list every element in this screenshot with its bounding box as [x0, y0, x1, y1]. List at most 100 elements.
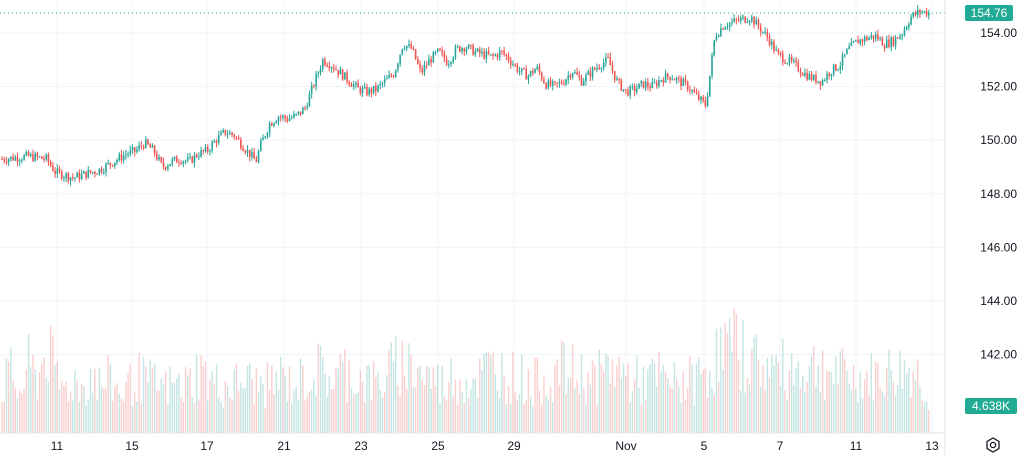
volume-bar [472, 378, 474, 433]
candle-body [494, 54, 497, 56]
volume-bar [607, 355, 609, 433]
candle-body [689, 89, 691, 91]
volume-bar [771, 354, 773, 433]
volume-bar [204, 361, 207, 433]
volume-bar [299, 358, 302, 433]
candle-body [91, 171, 94, 173]
candle-body [352, 84, 355, 87]
volume-bar [877, 363, 879, 433]
candle-body [516, 64, 519, 72]
volume-bar [748, 384, 751, 433]
candle-body [837, 69, 839, 71]
last-price-value: 154.76 [971, 6, 1008, 20]
candle-body [633, 86, 636, 92]
candle-body [664, 73, 667, 83]
candle-body [709, 75, 711, 97]
candle-body [753, 16, 755, 25]
volume-bar [120, 398, 123, 433]
volume-bar [459, 379, 461, 433]
candle-body [290, 117, 293, 119]
time-tick-label: 23 [354, 439, 368, 453]
volume-bar [428, 367, 430, 433]
volume-bar [556, 359, 558, 433]
volume-bar [821, 350, 824, 433]
volume-label: 4.638K [965, 398, 1017, 414]
candle-body [432, 52, 435, 63]
candle-body [806, 72, 808, 80]
volume-bar [487, 352, 490, 433]
volume-bar [419, 365, 421, 433]
candle-body [644, 82, 647, 88]
candle-body [182, 161, 185, 164]
candle-body [810, 73, 813, 80]
grid-lines [0, 0, 945, 433]
candle-body [600, 68, 603, 70]
candle-body [3, 159, 6, 162]
price-axis[interactable]: 154.00 152.00 150.00 148.00 146.00 144.00 142.… [944, 0, 1017, 455]
candle-body [313, 85, 315, 87]
volume-bar [894, 395, 897, 433]
candle-body [392, 76, 395, 78]
candle-body [728, 23, 731, 27]
volume-bar [554, 365, 556, 433]
candle-body [1, 158, 3, 160]
time-axis[interactable]: 11 15 17 21 23 25 29 Nov 5 7 11 13 [0, 432, 945, 453]
candle-body [439, 48, 441, 51]
candle-body [255, 158, 258, 163]
volume-bar [244, 387, 247, 433]
volume-bar [58, 389, 61, 433]
candle-body [666, 73, 669, 77]
candle-body [326, 64, 328, 67]
volume-bar [326, 396, 328, 433]
chart-settings-button[interactable] [982, 436, 1004, 454]
candle-body [551, 81, 554, 86]
candle-body [357, 82, 359, 88]
volume-bar [755, 334, 757, 433]
candle-body [565, 79, 567, 85]
candle-body [94, 171, 96, 174]
candle-body [348, 81, 351, 85]
candle-body [857, 39, 859, 44]
candle-body [609, 57, 612, 66]
candle-body [158, 157, 160, 160]
volume-bar [330, 389, 333, 433]
volume-bar [713, 394, 715, 433]
time-tick-label: 5 [701, 439, 708, 453]
candle-body [350, 84, 353, 87]
candle-body [671, 79, 674, 81]
volume-bar [715, 328, 718, 433]
volume-bar [689, 356, 691, 433]
candle-body [47, 154, 50, 162]
volume-bar [779, 386, 782, 433]
volume-bar [226, 386, 229, 433]
candle-body [341, 69, 344, 80]
volume-bar [633, 379, 636, 433]
candle-body [114, 162, 116, 167]
volume-bar [162, 384, 165, 433]
candle-body [686, 81, 689, 90]
candle-body [394, 70, 397, 78]
volume-bar [107, 355, 109, 433]
price-tick-label: 154.00 [980, 26, 1017, 40]
volume-bar [786, 400, 788, 433]
candle-body [237, 137, 240, 140]
candle-body [695, 92, 698, 95]
candle-body [693, 90, 696, 93]
candle-body [127, 153, 129, 155]
volume-bar [280, 356, 282, 433]
volume-bar [589, 384, 592, 433]
volume-bar [209, 379, 211, 433]
volume-bar [359, 370, 362, 433]
candle-body [790, 57, 793, 61]
candle-body [691, 90, 693, 92]
volume-bar [905, 373, 908, 433]
volume-bar [346, 402, 348, 433]
candle-body [27, 151, 30, 156]
volume-bar [302, 365, 304, 433]
candle-body [903, 29, 906, 35]
volume-bar [52, 335, 54, 433]
volume-bar [514, 391, 516, 433]
volume-bar [640, 404, 642, 433]
